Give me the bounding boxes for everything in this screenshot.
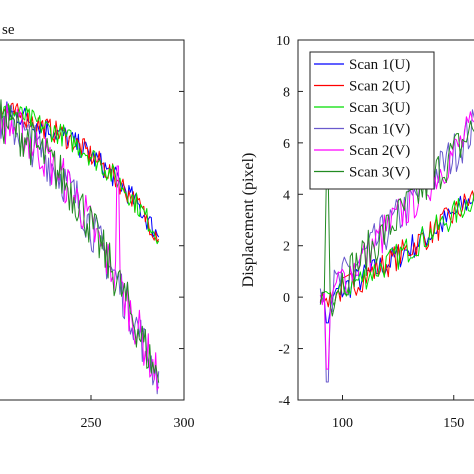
right-y-tick-label: 10 xyxy=(276,34,290,49)
legend: Scan 1(U) Scan 2(U) Scan 3(U) Scan 1(V) Scan… xyxy=(309,51,435,190)
series-line-scan-3-v xyxy=(319,120,474,317)
right-y-tick-label: 8 xyxy=(283,85,290,100)
left-series-group xyxy=(0,99,160,395)
left-series-line-v-1 xyxy=(0,100,160,395)
left-x-ticks: 250 300 xyxy=(81,90,195,431)
left-panel-title-fragment: se xyxy=(2,22,15,38)
right-series-group xyxy=(319,109,474,383)
legend-box xyxy=(309,51,435,190)
right-x-tick-label: 100 xyxy=(332,416,353,431)
right-y-ticks: 10 8 6 4 2 0 -2 -4 xyxy=(276,34,303,409)
legend-label-scan-3-u: Scan 3(U) xyxy=(349,100,410,116)
legend-label-scan-2-v: Scan 2(V) xyxy=(349,143,410,159)
left-series-line-u-2 xyxy=(0,102,160,243)
left-series-line-u-3 xyxy=(0,103,160,245)
legend-label-scan-2-u: Scan 2(U) xyxy=(349,79,410,95)
right-y-tick-label: 4 xyxy=(283,188,290,203)
right-y-tick-label: -2 xyxy=(278,343,290,358)
left-series-line-v-2 xyxy=(0,102,160,391)
right-y-tick-label: -4 xyxy=(278,394,290,409)
right-y-tick-label: 2 xyxy=(283,240,290,255)
right-y-tick-label: 6 xyxy=(283,137,290,152)
right-plot-frame xyxy=(297,39,474,401)
right-y-tick-label: 0 xyxy=(283,291,290,306)
series-line-scan-1-v xyxy=(319,109,474,383)
legend-label-scan-3-v: Scan 3(V) xyxy=(349,165,410,181)
y-axis-label: Displacement (pixel) xyxy=(240,153,257,288)
left-x-tick-label: 300 xyxy=(174,416,195,431)
legend-label-scan-1-u: Scan 1(U) xyxy=(349,57,410,73)
left-panel: se 250 300 xyxy=(0,22,195,431)
left-x-tick-label: 250 xyxy=(81,416,102,431)
left-series-line-v-3 xyxy=(0,99,160,383)
right-x-ticks: 100 150 xyxy=(332,395,464,431)
legend-label-scan-1-v: Scan 1(V) xyxy=(349,122,410,138)
right-x-tick-label: 150 xyxy=(443,416,464,431)
left-series-line-u-1 xyxy=(0,101,160,238)
